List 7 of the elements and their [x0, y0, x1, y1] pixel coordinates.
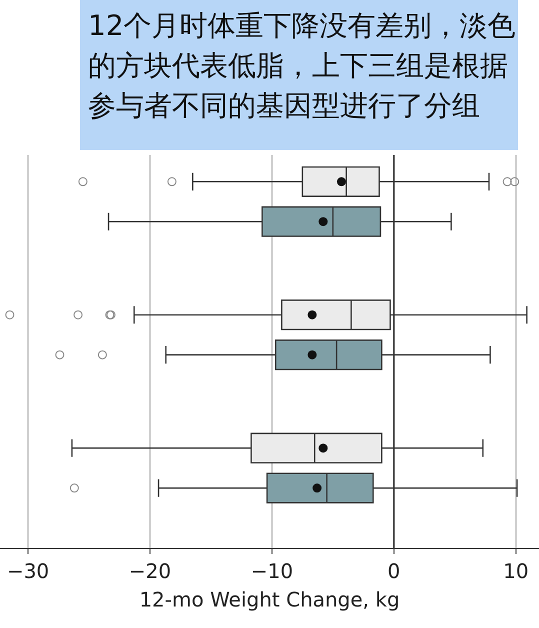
- x-tick-label: 10: [503, 559, 529, 583]
- x-tick-label: −30: [6, 559, 50, 583]
- x-tick-label: 0: [388, 559, 400, 583]
- x-axis-title: 12-mo Weight Change, kg: [139, 588, 400, 612]
- x-tick-label: −20: [128, 559, 172, 583]
- chart-title: 12个月时体重下降没有差别，淡色的方块代表低脂，上下三组是根据参与者不同的基因型进行了分组: [80, 0, 518, 150]
- x-tick-label: −10: [250, 559, 294, 583]
